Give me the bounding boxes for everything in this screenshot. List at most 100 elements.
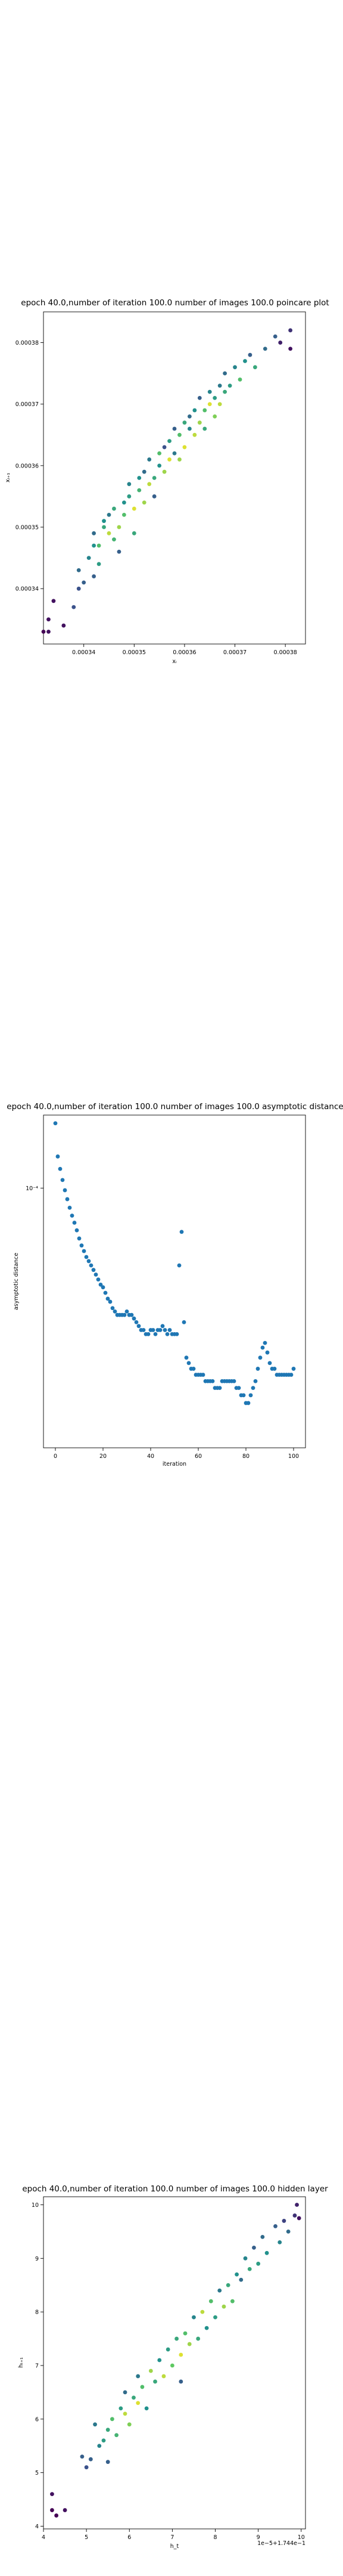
data-point — [166, 2347, 170, 2352]
data-point — [142, 500, 146, 505]
data-point — [260, 2234, 265, 2239]
asymptotic-distance-plot: epoch 40.0,number of iteration 100.0 num… — [7, 1102, 343, 1467]
data-point — [223, 371, 227, 376]
data-point — [210, 1379, 215, 1383]
scatter-points — [50, 2203, 301, 2518]
data-point — [136, 2374, 141, 2379]
data-point — [208, 2299, 213, 2303]
data-point — [77, 1236, 82, 1241]
data-point — [248, 352, 252, 357]
data-point — [226, 2283, 230, 2287]
data-point — [147, 457, 152, 462]
data-point — [108, 1299, 113, 1304]
data-point — [282, 2219, 286, 2223]
data-point — [202, 426, 207, 431]
data-point — [123, 2411, 127, 2416]
x-tick-label: 0.00037 — [223, 649, 247, 656]
data-point — [183, 2331, 188, 2336]
data-point — [92, 543, 96, 548]
data-point — [65, 1197, 70, 1202]
data-point — [80, 2454, 85, 2459]
data-point — [110, 1306, 115, 1311]
data-point — [192, 408, 197, 413]
y-tick-label: 5 — [35, 2470, 39, 2476]
data-point — [101, 2438, 106, 2443]
data-point — [157, 451, 162, 456]
data-point — [60, 1178, 65, 1182]
data-point — [63, 2508, 67, 2512]
data-point — [50, 2492, 54, 2497]
data-point — [82, 1249, 86, 1253]
plot-frame — [43, 311, 306, 645]
data-point — [92, 574, 96, 578]
data-point — [160, 1324, 165, 1329]
data-point — [255, 1367, 260, 1371]
data-point — [144, 2406, 149, 2411]
scatter-points — [53, 1121, 296, 1405]
data-point — [105, 2428, 110, 2432]
data-point — [227, 383, 232, 388]
data-point — [88, 2457, 93, 2462]
data-point — [141, 1328, 146, 1332]
x-tick-label: 0 — [54, 1453, 57, 1460]
data-point — [89, 1263, 93, 1268]
data-point — [204, 2326, 209, 2330]
data-point — [121, 512, 126, 517]
plot-frame — [43, 1114, 306, 1448]
x-tick-label: 40 — [147, 1453, 154, 1460]
y-tick-label: 9 — [35, 2256, 39, 2262]
data-point — [238, 377, 242, 382]
data-point — [260, 1345, 265, 1350]
data-point — [96, 543, 101, 548]
data-point — [272, 1367, 277, 1371]
data-point — [102, 519, 106, 524]
data-point — [251, 1386, 255, 1391]
data-point — [91, 1268, 96, 1272]
hidden-layer-plot: epoch 40.0,number of iteration 100.0 num… — [18, 2184, 328, 2550]
x-tick-label: 4 — [42, 2534, 45, 2541]
data-point — [129, 1312, 134, 1317]
data-point — [112, 506, 116, 511]
data-point — [200, 2309, 205, 2314]
data-point — [72, 1221, 77, 1225]
x-axis-label: xᵢ — [172, 658, 177, 665]
data-point — [186, 1361, 191, 1366]
data-point — [41, 629, 46, 634]
x-axis-label: h_t — [170, 2543, 179, 2550]
data-point — [273, 334, 277, 339]
data-point — [113, 1309, 117, 1314]
data-point — [98, 1282, 103, 1287]
data-point — [179, 2352, 183, 2357]
y-axis-ticks: 4 5 6 7 8 9 10 — [32, 2202, 43, 2530]
data-point — [148, 2368, 153, 2373]
data-point — [76, 568, 81, 572]
data-point — [51, 599, 56, 603]
data-point — [102, 525, 106, 530]
data-point — [197, 420, 202, 425]
data-point — [187, 414, 192, 419]
data-point — [127, 2422, 132, 2427]
data-point — [288, 346, 293, 351]
data-point — [207, 402, 212, 407]
data-point — [217, 383, 222, 388]
data-point — [93, 2422, 97, 2427]
data-point — [54, 2513, 59, 2518]
data-point — [230, 2299, 235, 2303]
data-point — [53, 1121, 58, 1126]
data-point — [197, 396, 202, 400]
x-tick-label: 100 — [288, 1453, 299, 1460]
data-point — [289, 1373, 294, 1377]
data-point — [207, 389, 212, 394]
y-axis-label: hₜ₊₁ — [18, 2357, 24, 2368]
data-point — [67, 1205, 72, 1210]
y-tick-label: 0.00037 — [15, 401, 39, 408]
data-point — [152, 494, 157, 499]
data-point — [70, 1213, 74, 1218]
data-point — [96, 1277, 101, 1282]
data-point — [213, 396, 217, 400]
data-point — [61, 623, 66, 628]
data-point — [122, 1312, 127, 1317]
data-point — [110, 2417, 114, 2422]
data-point — [157, 2358, 162, 2363]
data-point — [117, 549, 121, 554]
